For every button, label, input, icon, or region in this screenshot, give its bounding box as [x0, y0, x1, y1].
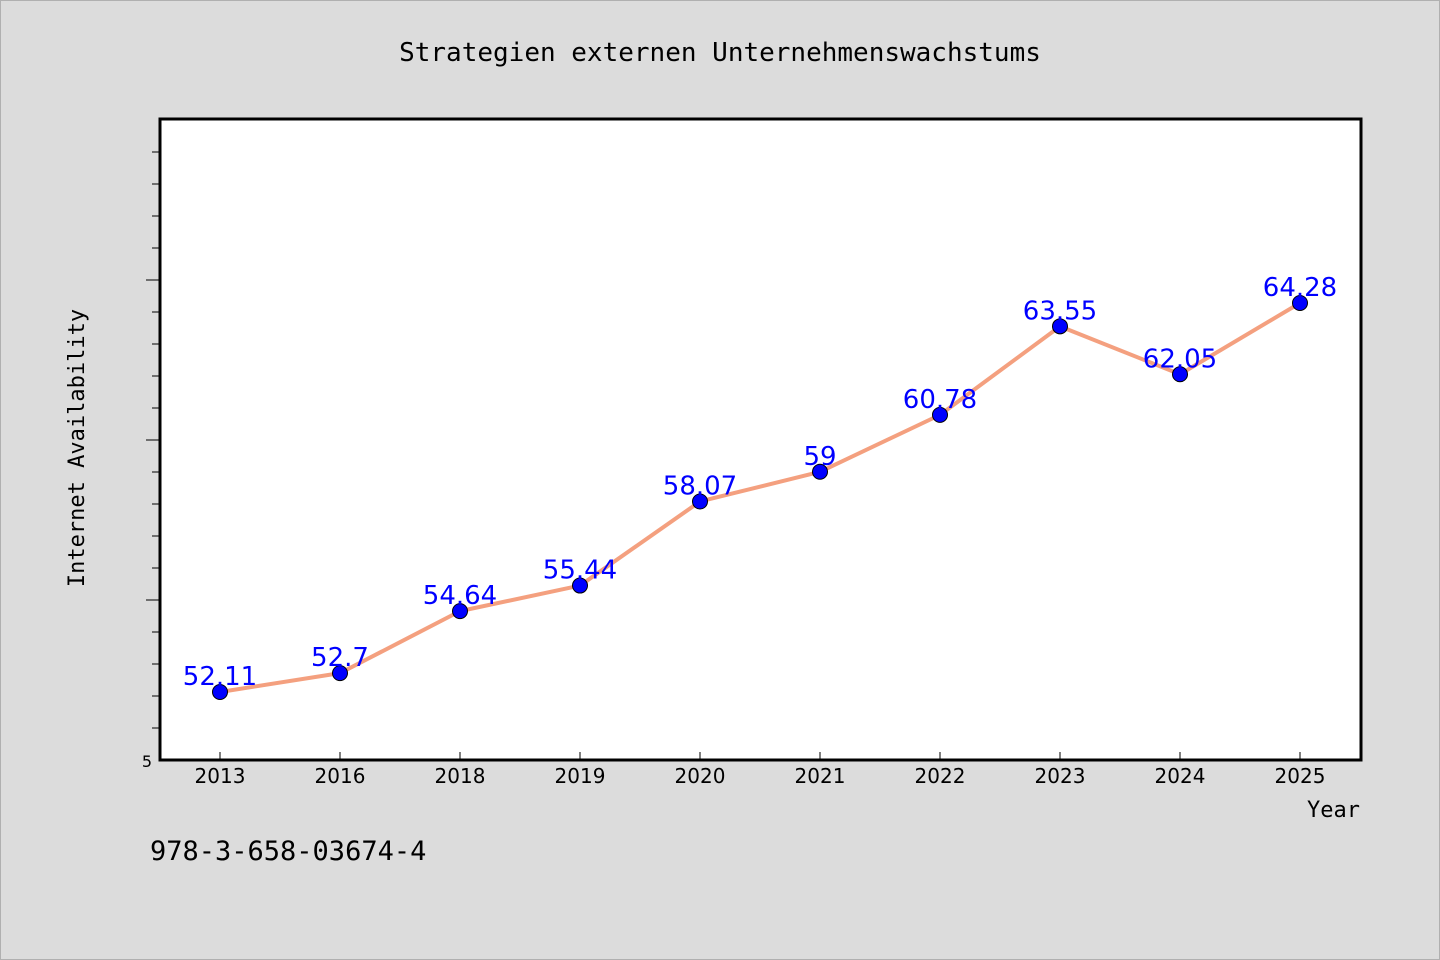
x-tick-label: 2024	[1155, 764, 1206, 788]
x-axis-label: Year	[1307, 798, 1360, 823]
y-axis-label: Internet Availability	[65, 309, 90, 587]
data-point	[452, 603, 468, 620]
plot-area	[158, 117, 1363, 762]
data-point	[1292, 295, 1308, 311]
data-point	[1052, 318, 1068, 335]
data-label: 58.07	[663, 471, 737, 501]
data-point	[812, 463, 828, 480]
data-label: 64.28	[1263, 273, 1337, 303]
x-tick-label: 2013	[195, 764, 246, 788]
y-tick-label: 5	[142, 752, 152, 771]
x-tick-label: 2018	[435, 764, 486, 788]
chart-title: Strategien externen Unternehmenswachstum…	[399, 38, 1041, 68]
data-point	[1172, 366, 1188, 383]
x-tick-label: 2025	[1275, 764, 1326, 788]
data-point	[212, 684, 228, 700]
data-label: 54.64	[423, 581, 497, 611]
data-label: 63.55	[1023, 296, 1097, 326]
data-point	[692, 493, 708, 510]
data-label: 55.44	[543, 556, 617, 586]
y-axis-ticks	[146, 151, 160, 729]
x-tick-label: 2020	[675, 764, 726, 788]
x-tick-label: 2023	[1035, 764, 1086, 788]
data-point	[332, 665, 348, 682]
x-tick-label: 2022	[915, 764, 966, 788]
series-line	[219, 301, 1302, 694]
data-label: 62.05	[1143, 344, 1217, 374]
data-label: 60.78	[903, 385, 977, 415]
x-tick-label: 2016	[315, 764, 366, 788]
series-layer: 52.11 52.7 54.64 55.44 58.07 59 60.78 63.55 62.0…	[183, 273, 1337, 700]
footnote-isbn: 978-3-658-03674-4	[150, 836, 427, 867]
data-label: 52.7	[311, 643, 369, 673]
x-tick-label: 2021	[795, 764, 846, 788]
data-point	[572, 577, 588, 594]
data-label: 52.11	[183, 662, 257, 692]
x-axis-ticks: 2013 2016 2018 2019 2020 2021 2022 2023 2024 2025	[195, 752, 1326, 788]
data-point	[932, 406, 948, 423]
data-label: 59	[803, 442, 836, 472]
x-tick-label: 2019	[555, 764, 606, 788]
